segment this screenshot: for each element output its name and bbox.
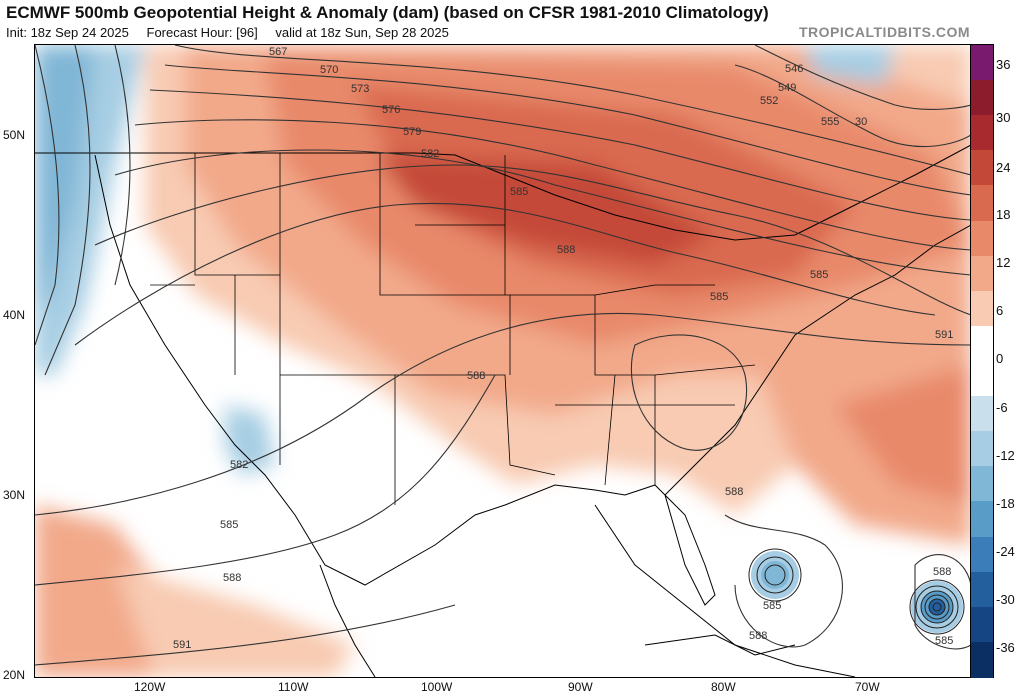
- colorbar-tick-label: -6: [996, 400, 1008, 415]
- lat-label-50n: 50N: [3, 128, 26, 142]
- colorbar-tick-label: -12: [996, 448, 1015, 463]
- colorbar-tick-label: -18: [996, 496, 1015, 511]
- colorbar-tick-label: 6: [996, 303, 1004, 318]
- cyclone-contours: [748, 548, 965, 635]
- contour-label: 585: [220, 519, 238, 531]
- contour-label: 567: [269, 46, 287, 58]
- colorbar-segment: [971, 641, 993, 678]
- lon-label-120w: 120W: [134, 680, 166, 694]
- contour-label: 585: [510, 186, 528, 198]
- lon-label-90w: 90W: [568, 680, 593, 694]
- lon-label-80w: 80W: [711, 680, 736, 694]
- map-panel: 567 570 573 576 579 582 585 588 585 585 …: [34, 44, 972, 678]
- colorbar-segment: [971, 431, 993, 468]
- colorbar-tick-label: -24: [996, 544, 1015, 559]
- colorbar-segment: [971, 255, 993, 292]
- height-contours: [35, 45, 971, 666]
- contour-label: 582: [421, 148, 439, 160]
- colorbar-segment: [971, 571, 993, 608]
- contour-label: 588: [467, 370, 485, 382]
- colorbar-segment: [971, 361, 993, 397]
- contour-label: 582: [230, 459, 248, 471]
- lat-label-30n: 30N: [3, 488, 26, 502]
- colorbar-tick-label: 36: [996, 57, 1011, 72]
- colorbar-tick-label: 0: [996, 351, 1004, 366]
- colorbar-segment: [971, 185, 993, 222]
- valid-time: valid at 18z Sun, Sep 28 2025: [275, 25, 449, 40]
- forecast-hour: Forecast Hour: [96]: [146, 25, 258, 40]
- lon-label-100w: 100W: [421, 680, 453, 694]
- colorbar-segment: [971, 501, 993, 538]
- anomaly-colorbar: [970, 44, 994, 678]
- map-subtitle: Init: 18z Sep 24 2025 Forecast Hour: [96…: [6, 25, 463, 40]
- anomaly-shading: [35, 45, 971, 677]
- lat-label-20n: 20N: [3, 668, 26, 682]
- colorbar-tick-label: 30: [996, 110, 1011, 125]
- coastlines: [35, 144, 971, 677]
- contour-label: 585: [710, 291, 728, 303]
- colorbar-segment: [971, 150, 993, 187]
- colorbar-segment: [971, 396, 993, 433]
- colorbar-segment: [971, 466, 993, 503]
- contour-label: 555: [821, 116, 839, 128]
- lon-label-110w: 110W: [278, 680, 309, 694]
- contour-label: 552: [760, 95, 778, 107]
- colorbar-segment: [971, 606, 993, 643]
- colorbar-segment: [971, 80, 993, 117]
- colorbar-segment: [971, 290, 993, 327]
- colorbar-tick-label: -30: [996, 592, 1015, 607]
- colorbar-segment: [971, 536, 993, 573]
- contour-label: 570: [320, 64, 338, 76]
- init-time: Init: 18z Sep 24 2025: [6, 25, 129, 40]
- contour-label: 591: [173, 639, 191, 651]
- contour-label: 546: [785, 63, 803, 75]
- colorbar-tick-label: 18: [996, 207, 1011, 222]
- contour-label: 573: [351, 83, 369, 95]
- lon-label-70w: 70W: [855, 680, 880, 694]
- contour-label: 30: [855, 116, 867, 128]
- contour-label: 579: [403, 126, 421, 138]
- contour-label: 588: [725, 486, 743, 498]
- lat-label-40n: 40N: [3, 308, 26, 322]
- contour-label: 576: [382, 104, 400, 116]
- colorbar-segment: [971, 115, 993, 152]
- contour-label: 585: [935, 635, 953, 647]
- colorbar-segment: [971, 45, 993, 81]
- contour-label: 591: [935, 329, 953, 341]
- colorbar-segment: [971, 325, 993, 362]
- contour-label: 588: [557, 244, 575, 256]
- map-title: ECMWF 500mb Geopotential Height & Anomal…: [6, 3, 769, 22]
- contour-label: 588: [749, 630, 767, 642]
- contour-labels: 567 570 573 576 579 582 585 588 585 585 …: [173, 46, 953, 651]
- contour-label: 549: [778, 82, 796, 94]
- contour-label: 585: [810, 269, 828, 281]
- anomaly-map: 567 570 573 576 579 582 585 588 585 585 …: [35, 45, 971, 677]
- colorbar-segment: [971, 220, 993, 257]
- colorbar-tick-label: 24: [996, 160, 1011, 175]
- contour-label: 588: [933, 566, 951, 578]
- colorbar-tick-label: -36: [996, 640, 1015, 655]
- site-brand: TROPICALTIDBITS.COM: [798, 24, 970, 40]
- contour-label: 588: [223, 572, 241, 584]
- colorbar-tick-label: 12: [996, 255, 1011, 270]
- contour-label: 585: [763, 600, 781, 612]
